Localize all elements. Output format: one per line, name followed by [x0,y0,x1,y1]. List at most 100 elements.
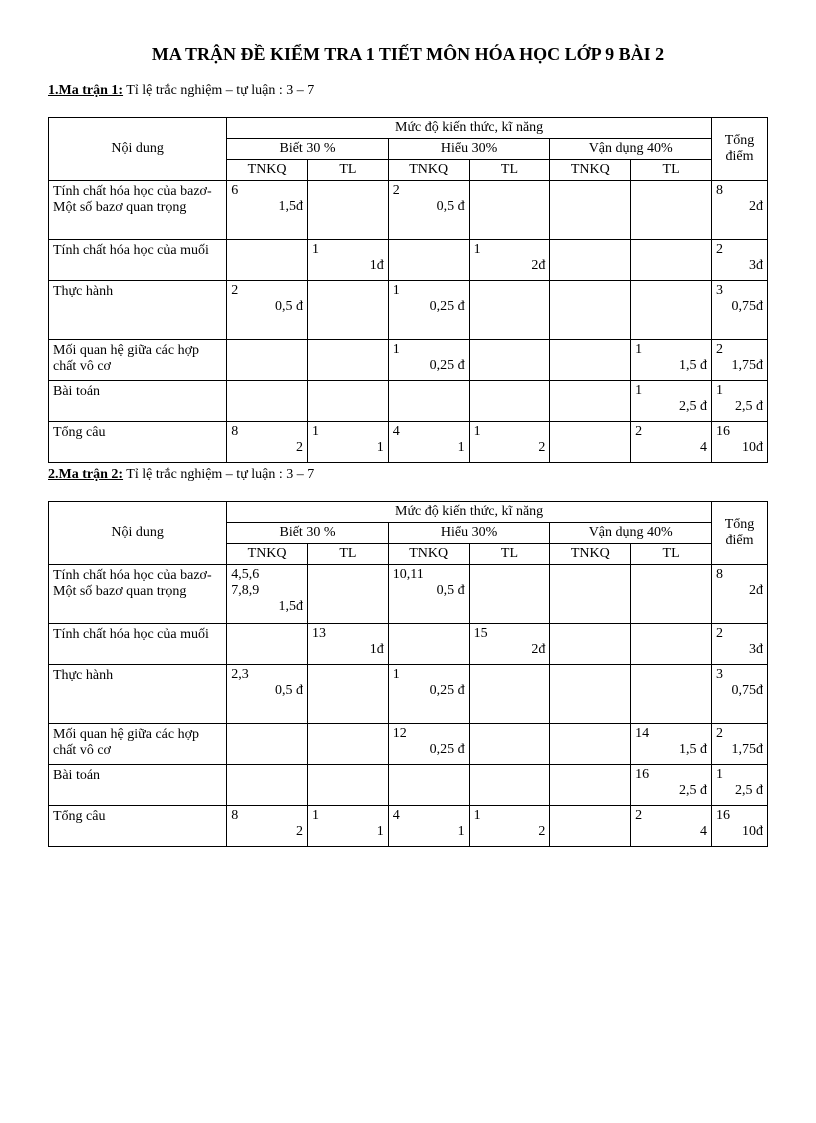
cell [469,665,550,724]
matrix-table-1: Nội dung Mức độ kiến thức, kĩ năng Tổng … [48,117,768,463]
cell: 131đ [307,624,388,665]
cell [550,181,631,240]
col-hieu: Hiểu 30% [388,523,550,544]
col-content: Nội dung [49,118,227,181]
cell [550,422,631,463]
cell [469,181,550,240]
cell: 12đ [469,240,550,281]
cell [469,724,550,765]
col-levels: Mức độ kiến thức, kĩ năng [227,118,712,139]
cell: 11đ [307,240,388,281]
col-hieu: Hiểu 30% [388,139,550,160]
row-label: Thực hành [49,665,227,724]
cell [550,281,631,340]
cell: 141,5 đ [631,724,712,765]
header-row-1: Nội dung Mức độ kiến thức, kĩ năng Tổng … [49,502,768,523]
cell [631,240,712,281]
cell: 10,25 đ [388,340,469,381]
header-row-1: Nội dung Mức độ kiến thức, kĩ năng Tổng … [49,118,768,139]
cell [469,765,550,806]
cell: 12,5 đ [631,381,712,422]
cell: 41 [388,806,469,847]
cell: 23đ [712,624,768,665]
cell [631,281,712,340]
row-label: Thực hành [49,281,227,340]
cell [550,665,631,724]
row-label: Bài toán [49,765,227,806]
cell: 30,75đ [712,665,768,724]
cell [550,240,631,281]
col-tl: TL [307,160,388,181]
col-tnkq: TNKQ [227,544,308,565]
cell: 30,75đ [712,281,768,340]
table-row: Tổng câu 82 11 41 12 24 1610đ [49,806,768,847]
cell [550,806,631,847]
cell [631,624,712,665]
cell: 162,5 đ [631,765,712,806]
col-van: Vận dụng 40% [550,523,712,544]
col-tnkq: TNKQ [550,544,631,565]
cell: 21,75đ [712,340,768,381]
cell: 120,25 đ [388,724,469,765]
row-label: Tổng câu [49,806,227,847]
table-row: Tính chất hóa học của muối 11đ 12đ 23đ [49,240,768,281]
subtitle-2-label: 2.Ma trận 2: [48,467,123,482]
table-row: Bài toán 12,5 đ 12,5 đ [49,381,768,422]
cell: 20,5 đ [227,281,308,340]
cell [550,765,631,806]
col-tnkq: TNKQ [388,544,469,565]
col-tl: TL [631,544,712,565]
row-label: Bài toán [49,381,227,422]
row-label: Tổng câu [49,422,227,463]
col-tnkq: TNKQ [388,160,469,181]
cell: 11 [307,806,388,847]
cell [227,765,308,806]
cell [550,724,631,765]
cell: 24 [631,806,712,847]
cell [227,340,308,381]
cell: 61,5đ [227,181,308,240]
cell [227,724,308,765]
cell [469,565,550,624]
subtitle-2-text: Tỉ lệ trắc nghiệm – tự luận : 3 – 7 [123,467,314,482]
col-content: Nội dung [49,502,227,565]
cell [307,565,388,624]
cell [550,624,631,665]
row-label: Mối quan hệ giữa các hợp chất vô cơ [49,340,227,381]
cell [307,340,388,381]
cell: 11 [307,422,388,463]
subtitle-1-text: Tỉ lệ trắc nghiệm – tự luận : 3 – 7 [123,83,314,98]
cell: 10,110,5 đ [388,565,469,624]
cell: 1610đ [712,422,768,463]
col-tl: TL [469,160,550,181]
table-row: Thực hành 20,5 đ 10,25 đ 30,75đ [49,281,768,340]
table-row: Thực hành 2,30,5 đ 10,25 đ 30,75đ [49,665,768,724]
cell: 82 [227,422,308,463]
col-total: Tổng điểm [712,118,768,181]
cell: 23đ [712,240,768,281]
cell [227,624,308,665]
cell [307,281,388,340]
cell [631,181,712,240]
cell [307,181,388,240]
col-tnkq: TNKQ [227,160,308,181]
cell: 1610đ [712,806,768,847]
col-tl: TL [307,544,388,565]
table-row: Mối quan hệ giữa các hợp chất vô cơ 10,2… [49,340,768,381]
col-total: Tổng điểm [712,502,768,565]
table-row: Bài toán 162,5 đ 12,5 đ [49,765,768,806]
row-label: Tính chất hóa học của bazơ- Một số bazơ … [49,181,227,240]
cell [631,665,712,724]
table-row: Mối quan hệ giữa các hợp chất vô cơ 120,… [49,724,768,765]
cell [307,381,388,422]
row-label: Tính chất hóa học của muối [49,624,227,665]
col-tl: TL [631,160,712,181]
cell: 10,25 đ [388,281,469,340]
cell: 12 [469,806,550,847]
cell: 4,5,6 7,8,91,5đ [227,565,308,624]
cell [227,381,308,422]
matrix-table-2: Nội dung Mức độ kiến thức, kĩ năng Tổng … [48,501,768,847]
cell: 82 [227,806,308,847]
cell: 82đ [712,565,768,624]
cell [307,765,388,806]
